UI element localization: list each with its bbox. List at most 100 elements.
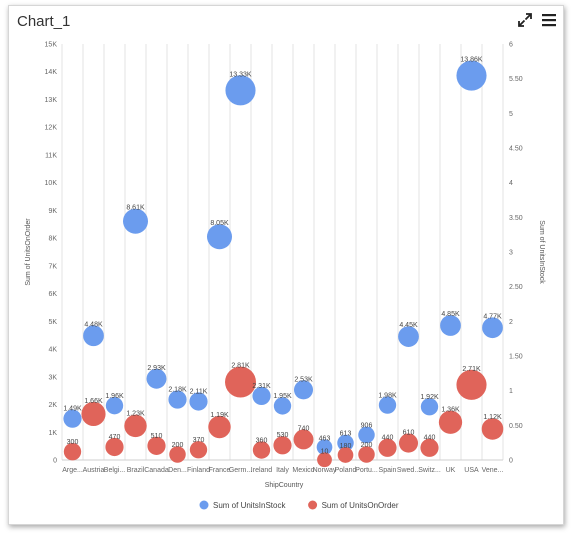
data-label: 4.85K — [441, 311, 460, 318]
bubble-point[interactable] — [378, 438, 397, 457]
x-axis: Arge... Austria Belgi... Brazil Canada Den...… — [62, 467, 503, 474]
bubble-point[interactable] — [146, 368, 167, 389]
bubble-point[interactable] — [482, 317, 503, 339]
y2-tick-label: 1.50 — [509, 354, 523, 361]
bubble-point[interactable] — [293, 429, 314, 450]
y2-tick-label: 4.50 — [509, 146, 523, 153]
bubble-point[interactable] — [252, 386, 271, 406]
bubble-point[interactable] — [273, 397, 292, 415]
bubble-point[interactable] — [123, 208, 148, 234]
data-label: 2.71K — [462, 366, 481, 373]
bubble-point[interactable] — [398, 433, 419, 453]
data-label: 530 — [277, 432, 289, 439]
y-tick-label: 11K — [45, 152, 57, 159]
data-label: 1.92K — [420, 394, 439, 401]
bubble-point[interactable] — [398, 326, 419, 347]
bubble-point[interactable] — [147, 436, 166, 455]
bubble-point[interactable] — [63, 443, 82, 461]
y-tick-label: 14K — [45, 69, 58, 76]
data-label: 180 — [340, 443, 352, 450]
x-tick-label: Finland — [187, 467, 210, 474]
y-tick-label: 0 — [53, 458, 57, 465]
x-tick-label: France — [209, 467, 231, 474]
y2-tick-label: 0 — [509, 458, 513, 465]
bubble-point[interactable] — [456, 369, 487, 400]
bubble-point[interactable] — [316, 439, 333, 455]
bubble-point[interactable] — [358, 446, 375, 463]
x-tick-label: Arge... — [62, 467, 83, 474]
legend-marker[interactable] — [199, 500, 209, 510]
y2-tick-label: 2.50 — [509, 284, 523, 291]
bubble-point[interactable] — [273, 436, 292, 455]
data-label: 8.61K — [126, 205, 145, 212]
bubble-point[interactable] — [252, 441, 271, 459]
bubble-point[interactable] — [124, 414, 147, 438]
y-tick-label: 5K — [48, 319, 57, 326]
data-label: 1.23K — [126, 411, 145, 418]
bubble-point[interactable] — [105, 437, 124, 457]
x-tick-label: UK — [446, 467, 456, 474]
y-tick-label: 2K — [48, 402, 57, 409]
bubble-point[interactable] — [420, 438, 439, 457]
bubble-point[interactable] — [168, 390, 187, 409]
legend-marker[interactable] — [308, 500, 318, 510]
bubble-point[interactable] — [105, 396, 124, 415]
data-label: 740 — [298, 426, 310, 433]
bubble-point[interactable] — [81, 401, 106, 427]
y2-tick-label: 5 — [509, 111, 513, 118]
y-tick-label: 1K — [48, 430, 57, 437]
data-label: 2.93K — [147, 365, 166, 372]
bubble-point[interactable] — [456, 60, 487, 91]
data-label: 370 — [193, 437, 205, 444]
y-tick-label: 9K — [48, 208, 57, 215]
bubble-point[interactable] — [378, 396, 397, 414]
data-label: 1.96K — [105, 393, 124, 400]
bubble-point[interactable] — [358, 426, 375, 444]
data-label: 1.19K — [210, 412, 229, 419]
bubble-point[interactable] — [83, 325, 104, 347]
bubble-point[interactable] — [337, 447, 354, 463]
data-label: 510 — [151, 433, 163, 440]
legend-item-label[interactable]: Sum of UnitsInStock — [213, 501, 286, 510]
x-tick-label: Brazil — [127, 467, 145, 474]
bubble-point[interactable] — [189, 392, 208, 411]
y2-axis-title: Sum of UnitsInStock — [538, 220, 545, 284]
data-label: 8.05K — [210, 220, 229, 227]
y-tick-label: 12K — [45, 125, 58, 132]
data-label: 613 — [340, 431, 352, 438]
x-axis-title: ShipCountry — [265, 482, 304, 489]
data-label: 2.81K — [231, 363, 250, 370]
data-label: 470 — [109, 434, 121, 441]
x-tick-label: Canada — [144, 467, 169, 474]
bubble-point[interactable] — [207, 224, 232, 250]
hamburger-menu-icon[interactable] — [541, 12, 557, 28]
bubble-point[interactable] — [420, 398, 439, 416]
y-axis-title: Sum of UnitsOnOrder — [25, 218, 32, 286]
bubble-point[interactable] — [440, 315, 461, 336]
bubble-point[interactable] — [208, 415, 231, 439]
bubble-point[interactable] — [317, 452, 332, 468]
bubble-point[interactable] — [63, 409, 82, 428]
bubble-point[interactable] — [481, 418, 504, 440]
legend-item-label[interactable]: Sum of UnitsOnOrder — [322, 501, 399, 510]
bubble-point[interactable] — [438, 410, 463, 434]
y-axis-right: 0 0.50 1 1.50 2 2.50 3 3.50 4 4.50 5 5.50 6 — [509, 42, 523, 465]
x-tick-label: Portu... — [355, 467, 378, 474]
bubble-point[interactable] — [169, 446, 186, 463]
y-tick-label: 8K — [48, 236, 57, 243]
bubble-point[interactable] — [225, 366, 256, 398]
bubble-point[interactable] — [337, 434, 354, 452]
grid-lines — [61, 44, 504, 461]
x-tick-label: USA — [464, 467, 479, 474]
y2-tick-label: 1 — [509, 388, 513, 395]
expand-arrows-icon[interactable] — [517, 12, 533, 28]
data-label: 440 — [382, 435, 394, 442]
data-label: 13.33K — [229, 71, 252, 78]
bubble-point[interactable] — [293, 380, 314, 400]
bubble-point[interactable] — [225, 75, 256, 106]
data-label: 200 — [361, 442, 373, 449]
y-tick-label: 13K — [45, 97, 58, 104]
bubble-point[interactable] — [189, 441, 208, 459]
chart-title: Chart_1 — [17, 13, 71, 30]
